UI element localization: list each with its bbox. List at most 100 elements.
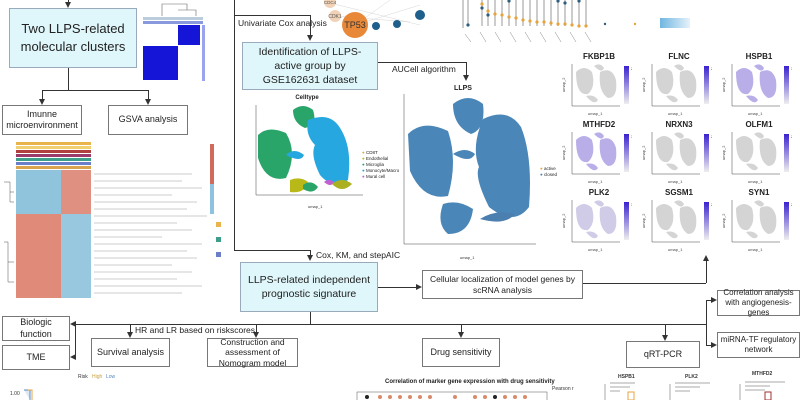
colorbar-max: 2.5 [711, 134, 712, 139]
colorbar-max: 2 [791, 202, 792, 207]
legend-item: CD8T [365, 150, 378, 155]
ppi-network: CDC4 CDK1 TP53 [324, 0, 425, 38]
feature-plot-fkbp1b: 2 umap_1 umap_2 [561, 64, 632, 116]
legend-item: closed [543, 172, 557, 177]
celltype-xlabel: umap_1 [308, 204, 323, 209]
risk-legend-high: High [92, 374, 103, 380]
box-correlation: Correlation analysis with angiogenesis-g… [717, 288, 800, 317]
legend-item: Microglia [365, 162, 384, 167]
feature-ylabel: umap_2 [721, 145, 726, 160]
label-aucell: AUCell algorithm [392, 64, 456, 74]
colorbar-max: 2 [711, 66, 712, 71]
consensus-heatmap [143, 3, 205, 81]
pcr-gene-hspb1: HSPB1 [618, 374, 635, 380]
pearson-label: Pearson r [552, 386, 574, 392]
pcr-gene-mthfd2: MTHFD2 [752, 371, 773, 377]
feature-plot-hspb1: 3 umap_1 umap_2 [721, 64, 792, 116]
box-cellular-localization: Cellular localization of model genes by … [422, 270, 583, 299]
box-molecular-clusters: Two LLPS-related molecular clusters [9, 8, 137, 68]
node-cdc4 [324, 0, 336, 8]
box-qrtpcr: qRT-PCR [626, 341, 700, 368]
box-label: GSVA analysis [118, 114, 178, 125]
box-label: miRNA-TF regulatory network [720, 335, 797, 354]
km-curve [24, 389, 33, 400]
feature-xlabel: umap_1 [668, 111, 683, 116]
box-label: Cellular localization of model genes by … [429, 273, 576, 295]
celltype-umap: umap_1 [255, 105, 363, 209]
feature-ylabel: umap_2 [721, 213, 726, 228]
feature-xlabel: umap_1 [668, 247, 683, 252]
label-univariate-cox: Univariate Cox analysis [238, 18, 327, 28]
feature-xlabel: umap_1 [588, 247, 603, 252]
feature-plot-title: MTHFD2 [582, 120, 616, 129]
box-identification: Identification of LLPS-active group by G… [242, 42, 378, 90]
box-label: Biologic function [20, 317, 52, 339]
feature-plot-title: SYN1 [748, 188, 770, 197]
node-label-tp53: TP53 [344, 20, 366, 30]
celltype-title: Celltype [295, 95, 319, 101]
lollipop-chart [462, 0, 690, 43]
drug-correlation-title: Correlation of marker gene expression wi… [385, 379, 555, 385]
box-label: Drug sensitivity [430, 346, 492, 357]
colorbar-max: 3 [631, 134, 632, 139]
llps-legend: ● active ● closed [540, 166, 557, 177]
feature-xlabel: umap_1 [588, 179, 603, 184]
box-label: TME [26, 351, 46, 362]
box-tme: TME [2, 345, 70, 370]
pcr-barplots [604, 381, 785, 400]
label-stepaic: Cox, KM, and stepAIC [316, 250, 401, 260]
feature-plot-flnc: 2 umap_1 umap_2 [641, 64, 712, 116]
node-label: CDC4 [324, 0, 337, 5]
box-label: Correlation analysis with angiogenesis-g… [723, 288, 794, 317]
feature-plot-title: OLFM1 [745, 120, 773, 129]
feature-xlabel: umap_1 [748, 111, 763, 116]
feature-ylabel: umap_2 [721, 77, 726, 92]
llps-umap: umap_1 [403, 94, 536, 260]
colorbar-max: 2 [791, 134, 792, 139]
box-survival: Survival analysis [91, 338, 170, 367]
colorbar-max: 3 [791, 66, 792, 71]
feature-plot-nrxn3: 2.5 umap_1 umap_2 [641, 132, 712, 184]
feature-plot-mthfd2: 3 umap_1 umap_2 [561, 132, 632, 184]
box-label: Survival analysis [96, 346, 165, 357]
feature-plot-title: FLNC [668, 52, 690, 61]
feature-xlabel: umap_1 [748, 179, 763, 184]
km-tick: 1.00 [10, 391, 20, 397]
label-hr-lr: HR and LR based on riskscores [135, 325, 256, 335]
feature-plot-title: SGSM1 [664, 188, 693, 197]
feature-xlabel: umap_1 [588, 111, 603, 116]
colorbar-max: 2 [631, 66, 632, 71]
box-label: LLPS-related independent prognostic sign… [247, 273, 370, 300]
llps-title: LLPS [454, 85, 472, 92]
feature-ylabel: umap_2 [561, 77, 566, 92]
feature-plot-olfm1: 2 umap_1 umap_2 [721, 132, 792, 184]
legend-item: Monocyte/Macro [365, 168, 400, 173]
colorbar-max: 3 [631, 202, 632, 207]
drug-dotplot [356, 391, 548, 400]
feature-plot-plk2: 3 umap_1 umap_2 [561, 200, 632, 252]
feature-xlabel: umap_1 [668, 179, 683, 184]
feature-xlabel: umap_1 [748, 247, 763, 252]
node-tp53 [342, 12, 368, 38]
legend-item: Endothelial [365, 156, 389, 161]
celltype-legend: ● CD8T ● Endothelial ● Microglia ● Monoc… [362, 150, 400, 179]
feature-plot-syn1: 2 umap_1 umap_2 [721, 200, 792, 252]
box-label: qRT-PCR [643, 348, 683, 359]
node-label: CDK1 [328, 14, 342, 20]
feature-plot-sgsm1: 2 umap_1 umap_2 [641, 200, 712, 252]
gsva-heatmap [4, 142, 221, 298]
legend-item: active [543, 166, 556, 171]
risk-legend-low: Low [106, 374, 116, 380]
box-label: Construction and assessment of Nomogram … [218, 336, 287, 368]
colorbar-max: 2 [711, 202, 712, 207]
box-drug-sensitivity: Drug sensitivity [422, 338, 500, 367]
feature-ylabel: umap_2 [561, 145, 566, 160]
box-signature: LLPS-related independent prognostic sign… [240, 262, 378, 312]
feature-ylabel: umap_2 [641, 145, 646, 160]
legend-item: Mural cell [365, 174, 386, 179]
risk-legend-title: Risk [78, 374, 88, 380]
box-biologic-function: Biologic function [2, 316, 70, 341]
feature-plot-title: FKBP1B [582, 52, 615, 61]
box-nomogram: Construction and assessment of Nomogram … [207, 336, 298, 368]
feature-ylabel: umap_2 [641, 77, 646, 92]
